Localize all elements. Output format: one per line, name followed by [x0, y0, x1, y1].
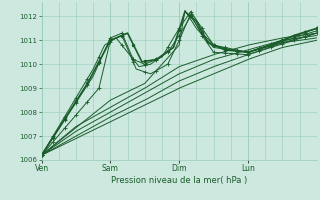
- X-axis label: Pression niveau de la mer( hPa ): Pression niveau de la mer( hPa ): [111, 176, 247, 185]
